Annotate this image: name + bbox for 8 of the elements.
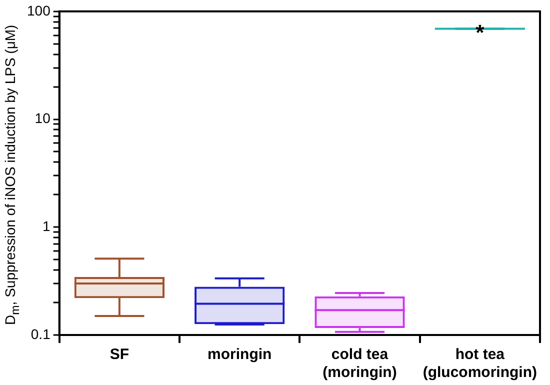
y-tick-label: 0.1 <box>30 326 51 342</box>
x-tick-label: SF <box>110 346 130 364</box>
y-tick-label: 100 <box>27 2 51 18</box>
x-tick-label: hot tea (glucomoringin) <box>422 346 537 382</box>
y-tick-label: 1 <box>42 218 51 234</box>
y-tick-label: 10 <box>34 110 51 126</box>
x-tick-label: cold tea (moringin) <box>322 346 397 382</box>
x-tick-label: moringin <box>208 346 272 364</box>
